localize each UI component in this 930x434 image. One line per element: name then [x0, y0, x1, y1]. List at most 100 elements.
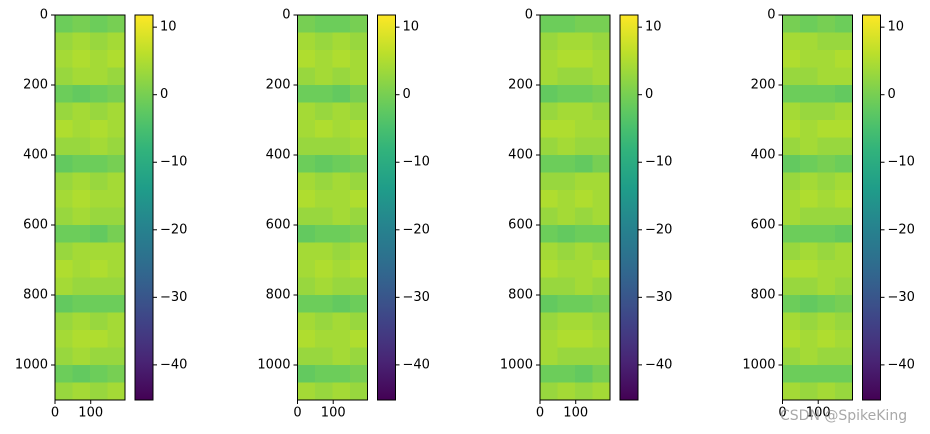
heatmap-cell — [350, 330, 368, 348]
heatmap-cell — [90, 102, 108, 121]
heatmap-cell — [107, 120, 126, 138]
heatmap-cell — [575, 15, 593, 33]
heatmap-cell — [332, 347, 351, 366]
heatmap-cell — [592, 120, 611, 138]
x-tick-label: 0 — [778, 406, 786, 421]
colorbar-tick-label: −40 — [160, 357, 187, 372]
heatmap-cell — [540, 295, 558, 313]
heatmap-cell — [800, 312, 818, 331]
heatmap-cell — [782, 137, 801, 156]
heatmap-cell — [540, 155, 558, 173]
heatmap-cell — [557, 242, 576, 261]
heatmap-cell — [575, 330, 593, 348]
heatmap-cell — [817, 155, 836, 173]
heatmap-cell — [592, 102, 611, 121]
heatmap-cell — [90, 207, 108, 226]
heatmap-cell — [800, 85, 818, 103]
colorbar-tick-label: 10 — [888, 20, 905, 35]
heatmap-cell — [72, 67, 91, 86]
heatmap-cell — [350, 242, 368, 261]
heatmap-cell — [107, 102, 126, 121]
colorbar — [862, 14, 881, 401]
heatmap-cell — [592, 50, 611, 68]
heatmap-cell — [332, 382, 351, 401]
heatmap-cell — [835, 277, 853, 296]
heatmap-cell — [315, 102, 333, 121]
heatmap-cell — [557, 32, 576, 51]
heatmap-cell — [315, 67, 333, 86]
heatmap-cell — [332, 330, 351, 348]
heatmap-cell — [315, 365, 333, 383]
heatmap-cell — [800, 260, 818, 278]
heatmap-cell — [90, 260, 108, 278]
heatmap-cell — [90, 242, 108, 261]
heatmap-cell — [315, 15, 333, 33]
heatmap-cell — [107, 85, 126, 103]
heatmap-cell — [782, 330, 801, 348]
heatmap-cell — [297, 120, 316, 138]
heatmap-cell — [107, 277, 126, 296]
heatmap-cell — [315, 172, 333, 191]
heatmap-cell — [557, 67, 576, 86]
plot-frame — [297, 14, 368, 401]
colorbar-tick-label: −20 — [888, 222, 915, 237]
heatmap-cell — [592, 15, 611, 33]
heatmap-cell — [72, 382, 91, 401]
colorbar-tick-label: 10 — [645, 20, 662, 35]
heatmap-cell — [297, 50, 316, 68]
heatmap-cell — [107, 260, 126, 278]
heatmap-cell — [332, 365, 351, 383]
heatmap-cell — [350, 295, 368, 313]
heatmap-cell — [540, 225, 558, 243]
heatmap-cell — [557, 155, 576, 173]
heatmap-cell — [817, 277, 836, 296]
heatmap-cell — [55, 120, 73, 138]
heatmap-cell — [800, 225, 818, 243]
y-tick-label: 600 — [751, 218, 776, 233]
heatmap-cell — [817, 207, 836, 226]
heatmap-cell — [800, 50, 818, 68]
heatmap-cell — [835, 347, 853, 366]
y-tick-label: 200 — [23, 78, 48, 93]
heatmap-cell — [90, 67, 108, 86]
heatmap-cell — [800, 15, 818, 33]
colorbar-tick-label: −20 — [403, 222, 430, 237]
heatmap-cell — [297, 155, 316, 173]
heatmap-cell — [782, 365, 801, 383]
heatmap-cell — [800, 365, 818, 383]
heatmap-cell — [72, 365, 91, 383]
heatmap-cell — [575, 120, 593, 138]
heatmap-cell — [592, 85, 611, 103]
heatmap-cell — [107, 15, 126, 33]
colorbar-tick-label: −20 — [160, 222, 187, 237]
heatmap-cell — [350, 50, 368, 68]
heatmap-cell — [315, 242, 333, 261]
heatmap-cell — [332, 85, 351, 103]
heatmap-cell — [557, 347, 576, 366]
heatmap-cell — [55, 32, 73, 51]
heatmap-cell — [835, 312, 853, 331]
heatmap-cell — [800, 67, 818, 86]
heatmap-cell — [782, 50, 801, 68]
heatmap-cell — [835, 120, 853, 138]
heatmap-cell — [72, 102, 91, 121]
heatmap-cell — [592, 295, 611, 313]
heatmap-cell — [592, 382, 611, 401]
heatmap-cell — [107, 172, 126, 191]
heatmap-cell — [72, 225, 91, 243]
heatmap-cell — [72, 277, 91, 296]
heatmap-cell — [315, 225, 333, 243]
y-tick-label: 600 — [23, 218, 48, 233]
heatmap-cell — [315, 32, 333, 51]
heatmap-cell — [540, 67, 558, 86]
heatmap-cell — [315, 277, 333, 296]
y-tick-label: 0 — [767, 8, 775, 23]
heatmap-cell — [835, 137, 853, 156]
heatmap-cell — [557, 295, 576, 313]
heatmap-cell — [800, 155, 818, 173]
y-tick-label: 0 — [40, 8, 48, 23]
heatmap-cell — [72, 312, 91, 331]
heatmap-cell — [55, 382, 73, 401]
heatmap-cell — [90, 365, 108, 383]
y-tick-label: 600 — [266, 218, 291, 233]
